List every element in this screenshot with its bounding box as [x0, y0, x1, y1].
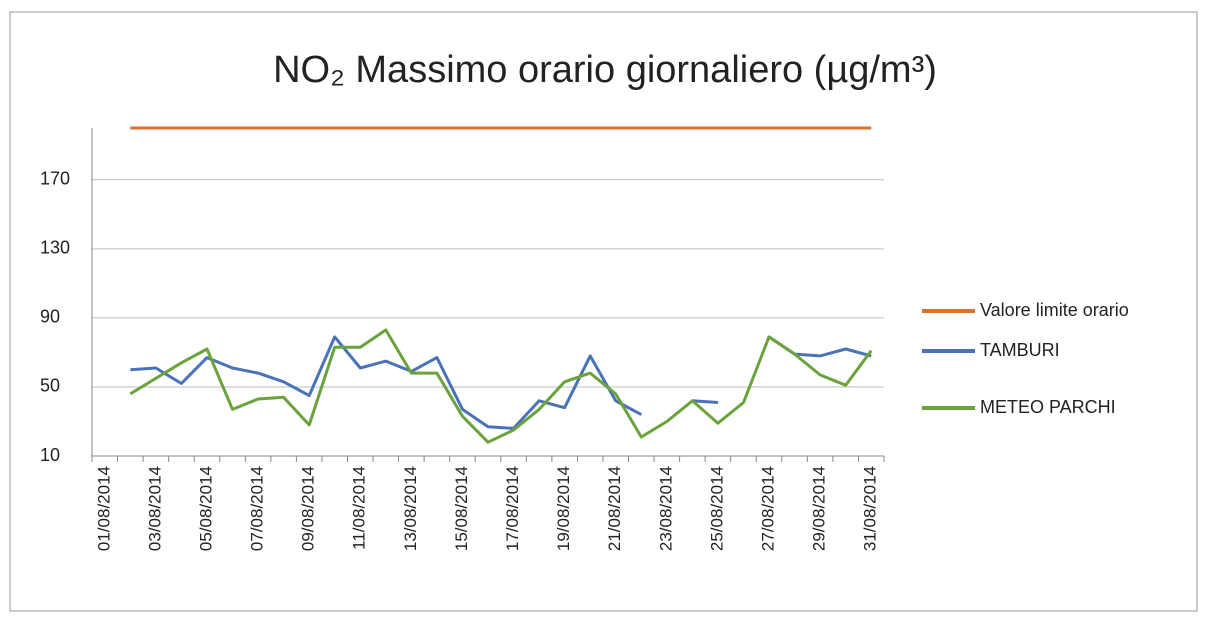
- x-tick-label: 31/08/2014: [861, 466, 880, 551]
- x-tick-label: 23/08/2014: [656, 466, 675, 551]
- series-line: [129, 328, 873, 444]
- x-tick-label: 11/08/2014: [350, 466, 369, 550]
- x-tick-label: 05/08/2014: [196, 466, 215, 551]
- legend-label: METEO PARCHI: [980, 397, 1116, 417]
- y-tick-label: 50: [40, 376, 60, 396]
- x-tick-label: 09/08/2014: [299, 466, 318, 551]
- x-tick-label: 17/08/2014: [503, 466, 522, 551]
- x-tick-label: 27/08/2014: [759, 466, 778, 551]
- legend-label: Valore limite orario: [980, 300, 1129, 320]
- y-tick-label: 130: [40, 238, 70, 258]
- x-tick-label: 03/08/2014: [145, 466, 164, 551]
- x-tick-label: 25/08/2014: [707, 466, 726, 551]
- x-tick-label: 15/08/2014: [452, 466, 471, 551]
- x-tick-label: 19/08/2014: [554, 466, 573, 551]
- chart-title: NO₂ Massimo orario giornaliero (µg/m³): [273, 49, 937, 91]
- x-tick-label: 29/08/2014: [810, 466, 829, 551]
- y-tick-label: 170: [40, 169, 70, 189]
- y-tick-label: 90: [40, 307, 60, 327]
- x-tick-label: 13/08/2014: [401, 466, 420, 551]
- x-tick-label: 07/08/2014: [248, 466, 267, 551]
- chart-frame: [9, 11, 1198, 612]
- x-tick-label: 01/08/2014: [94, 466, 113, 551]
- legend-label: TAMBURI: [980, 340, 1060, 360]
- y-tick-label: 10: [40, 445, 60, 465]
- x-tick-label: 21/08/2014: [605, 466, 624, 551]
